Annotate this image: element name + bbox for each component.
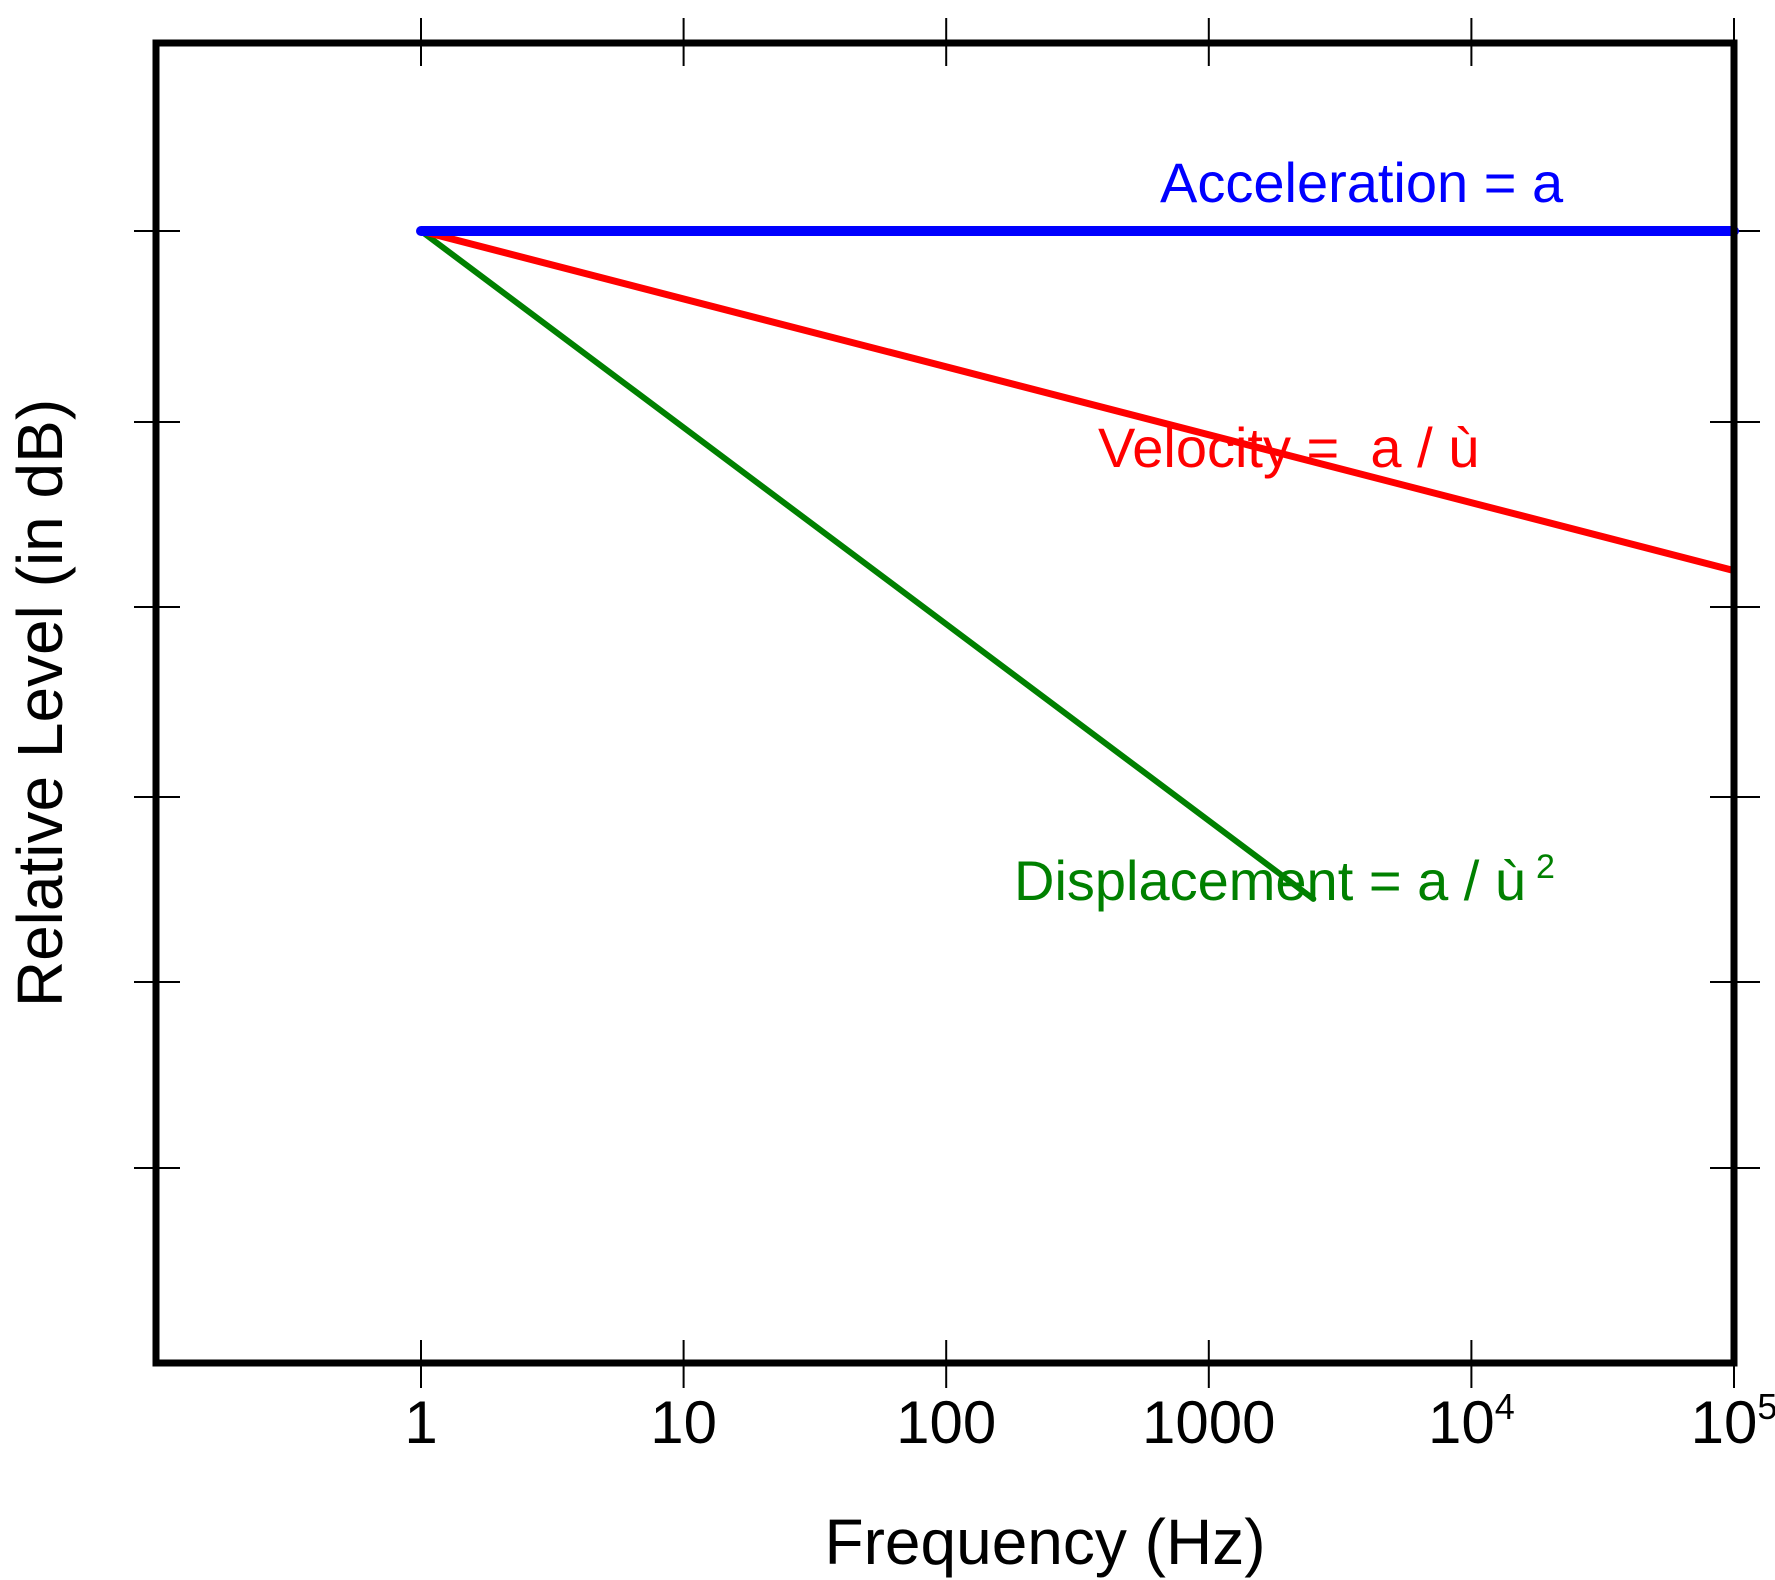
series-label-superscript: 2: [1536, 848, 1555, 886]
series-labels: Acceleration = a Velocity = a / ù Displace…: [1014, 151, 1564, 912]
series-label-acceleration: Acceleration = a: [1160, 151, 1564, 214]
x-tick-label-base: 1000: [1142, 1389, 1275, 1456]
x-tick-label-base: 10: [1691, 1389, 1758, 1456]
x-tick-label-2: 100: [896, 1389, 996, 1456]
series-label-velocity: Velocity = a / ù: [1098, 416, 1479, 479]
series-line-displacement: [418, 228, 1317, 902]
x-tick-label-base: 1: [404, 1389, 437, 1456]
x-tick-label-base: 10: [1428, 1389, 1495, 1456]
plot-frame: [152, 39, 1738, 1367]
x-tick-label-exponent: 5: [1757, 1386, 1775, 1427]
x-tick-label-5: 105: [1691, 1386, 1775, 1456]
x-tick-label-3: 1000: [1142, 1389, 1275, 1456]
x-axis-title: Frequency (Hz): [825, 1506, 1266, 1578]
x-tick-label-exponent: 4: [1495, 1386, 1515, 1427]
x-tick-labels: 1 10 100 1000 104 105: [404, 1386, 1775, 1456]
x-tick-label-4: 104: [1428, 1386, 1515, 1456]
x-tick-label-0: 1: [404, 1389, 437, 1456]
series-label-text: Velocity = a / ù: [1098, 416, 1479, 479]
series-lines: [416, 226, 1739, 902]
x-tick-label-1: 10: [650, 1389, 717, 1456]
series-label-displacement: Displacement = a / ù 2: [1014, 848, 1555, 912]
series-label-text: Displacement = a / ù: [1014, 849, 1526, 912]
series-line-velocity: [417, 227, 1738, 575]
x-tick-label-base: 10: [650, 1389, 717, 1456]
x-tick-label-base: 100: [896, 1389, 996, 1456]
series-label-text: Acceleration = a: [1160, 151, 1564, 214]
y-axis-title: Relative Level (in dB): [4, 399, 76, 1007]
